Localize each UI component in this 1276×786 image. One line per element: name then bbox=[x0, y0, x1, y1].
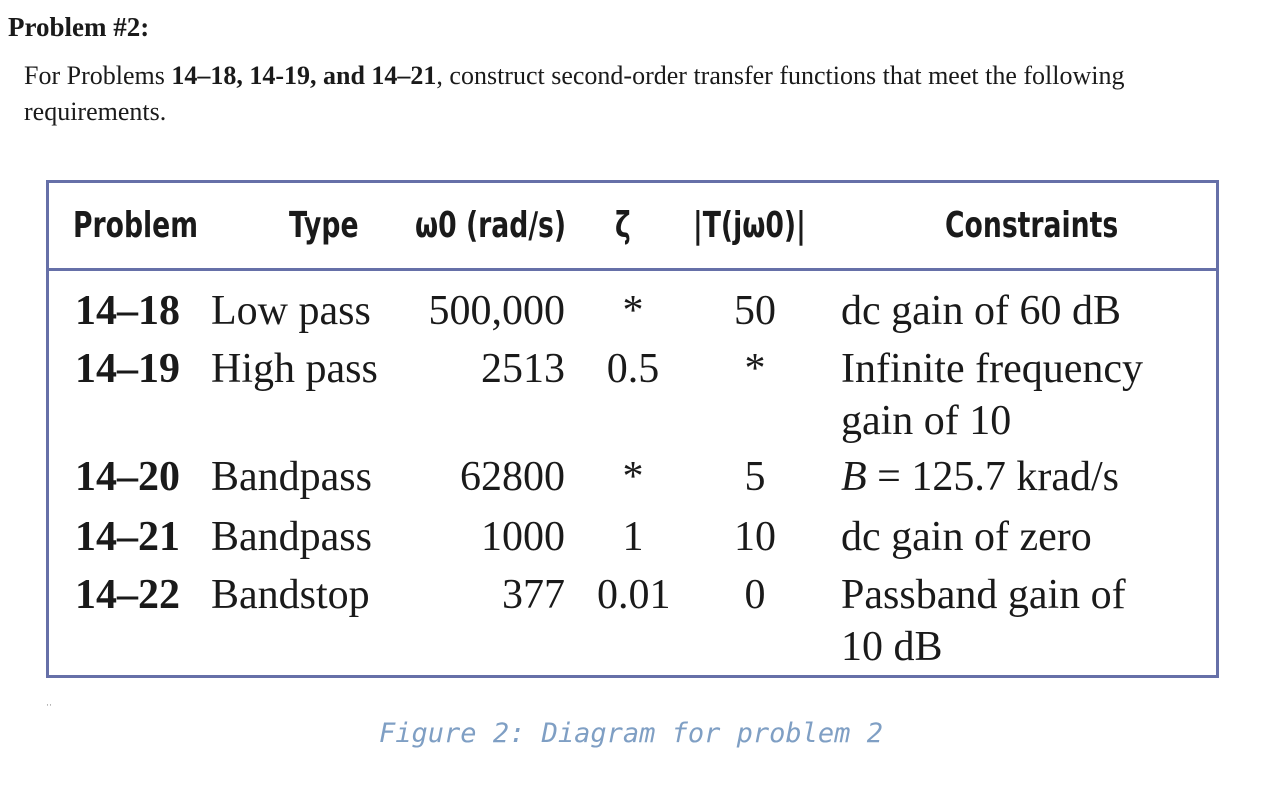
cell-problem: 14–20 bbox=[75, 454, 180, 500]
cell-magnitude: 50 bbox=[734, 288, 776, 334]
intro-text: For Problems 14–18, 14-19, and 14–21, co… bbox=[24, 58, 1264, 130]
cell-omega: 500,000 bbox=[428, 288, 566, 334]
stray-mark: ·· bbox=[46, 700, 52, 710]
header-constraints: Constraints bbox=[945, 205, 1119, 246]
cell-zeta: * bbox=[622, 288, 644, 334]
cell-zeta: 0.5 bbox=[606, 346, 660, 392]
cell-zeta: * bbox=[622, 454, 644, 500]
header-zeta: ζ bbox=[615, 205, 631, 246]
cell-constraints: dc gain of zero bbox=[841, 514, 1092, 560]
intro-problem-list: 14–18, 14-19, and 14–21 bbox=[171, 61, 437, 90]
cell-type: Low pass bbox=[211, 288, 371, 334]
cell-omega: 2513 bbox=[481, 346, 565, 392]
cell-omega: 62800 bbox=[460, 454, 565, 500]
cell-magnitude: * bbox=[744, 346, 766, 392]
cell-type: High pass bbox=[211, 346, 378, 392]
intro-after: , construct second-order transfer functi… bbox=[24, 61, 1125, 126]
cell-magnitude: 0 bbox=[744, 572, 766, 618]
header-magnitude: |T(jω0)| bbox=[693, 205, 806, 246]
cell-problem: 14–18 bbox=[75, 288, 180, 334]
cell-magnitude: 10 bbox=[734, 514, 776, 560]
table-header-row: Problem Type ω0 (rad/s) ζ |T(jω0)| Const… bbox=[49, 183, 1216, 271]
cell-problem: 14–19 bbox=[75, 346, 180, 392]
cell-omega: 377 bbox=[502, 572, 565, 618]
cell-constraints: B = 125.7 krad/s bbox=[841, 453, 1119, 501]
bandwidth-value: = 125.7 krad/s bbox=[866, 454, 1119, 500]
cell-problem: 14–21 bbox=[75, 514, 180, 560]
header-problem: Problem bbox=[73, 205, 199, 246]
intro-before: For Problems bbox=[24, 61, 172, 90]
cell-type: Bandpass bbox=[211, 454, 372, 500]
problem-heading: Problem #2: bbox=[8, 12, 150, 42]
cell-constraints: Passband gain of bbox=[841, 572, 1126, 618]
header-type: Type bbox=[289, 205, 359, 246]
requirements-table: Problem Type ω0 (rad/s) ζ |T(jω0)| Const… bbox=[46, 180, 1219, 678]
cell-magnitude: 5 bbox=[744, 454, 766, 500]
cell-omega: 1000 bbox=[481, 514, 565, 560]
figure-caption: Figure 2: Diagram for problem 2 bbox=[379, 718, 883, 749]
cell-type: Bandpass bbox=[211, 514, 372, 560]
cell-constraints: dc gain of 60 dB bbox=[841, 288, 1121, 334]
cell-constraints: Infinite frequency bbox=[841, 346, 1144, 392]
cell-type: Bandstop bbox=[211, 572, 370, 618]
cell-problem: 14–22 bbox=[75, 572, 180, 618]
cell-zeta: 1 bbox=[622, 514, 644, 560]
header-omega: ω0 (rad/s) bbox=[415, 205, 567, 246]
bandwidth-symbol: B bbox=[841, 454, 867, 500]
cell-zeta: 0.01 bbox=[597, 572, 671, 618]
cell-constraints-continued: 10 dB bbox=[841, 624, 943, 670]
cell-constraints-continued: gain of 10 bbox=[841, 398, 1012, 444]
